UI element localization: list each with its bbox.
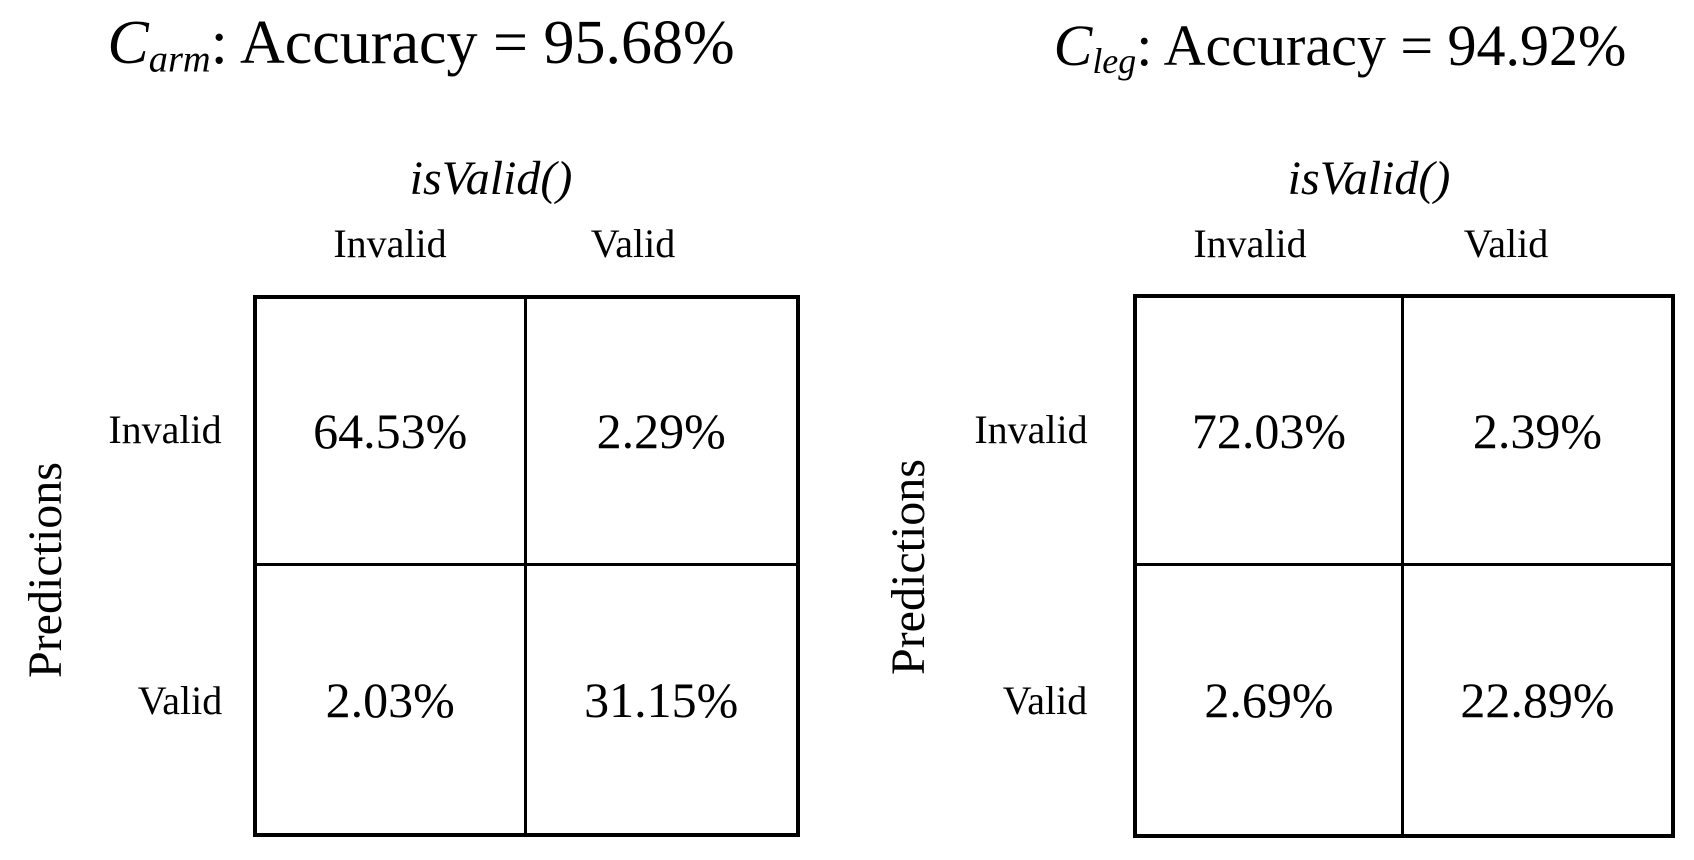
classifier-symbol: C [1053,13,1093,78]
panel-leg-col-header-invalid: Invalid [1193,221,1307,266]
panel-arm-col-header-invalid: Invalid [333,221,447,266]
panel-arm-top-axis-label: isValid() [409,152,573,205]
panel-leg-row-header-valid: Valid [1002,678,1088,723]
panel-leg-top-axis-label: isValid() [1287,152,1451,205]
matrix-cell: 22.89% [1460,672,1615,728]
panel-leg-row-header-invalid: Invalid [974,407,1088,452]
accuracy-text: : Accuracy = 95.68% [210,9,735,77]
matrix-cell: 2.29% [526,299,796,566]
matrix-cell: 2.03% [257,566,527,833]
panel-leg-matrix: 72.03% 2.39% 2.69% 22.89% [1133,294,1675,838]
classifier-symbol: C [107,9,149,77]
panel-arm-col-header-valid: Valid [590,221,676,266]
panel-leg-side-axis-label: Predictions [882,459,935,675]
matrix-cell: 31.15% [584,671,739,728]
matrix-cell: 2.69% [1137,566,1404,834]
matrix-cell: 2.39% [1404,298,1671,566]
panel-leg-col-header-valid: Valid [1463,221,1549,266]
matrix-cell: 72.03% [1137,298,1404,566]
panel-arm-side-axis-label: Predictions [19,462,72,678]
panel-arm-row-header-valid: Valid [137,678,223,723]
panel-arm-row-header-invalid: Invalid [108,407,222,452]
classifier-subscript: leg [1092,40,1137,81]
matrix-cell: 64.53% [257,299,527,566]
panel-arm-title: Carm: Accuracy = 95.68% [107,8,734,79]
panel-leg-title: Cleg: Accuracy = 94.92% [1054,12,1627,79]
panel-arm-matrix: 64.53% 2.29% 2.03% 31.15% [253,295,800,837]
classifier-subscript: arm [148,38,211,81]
accuracy-text: : Accuracy = 94.92% [1136,13,1627,78]
